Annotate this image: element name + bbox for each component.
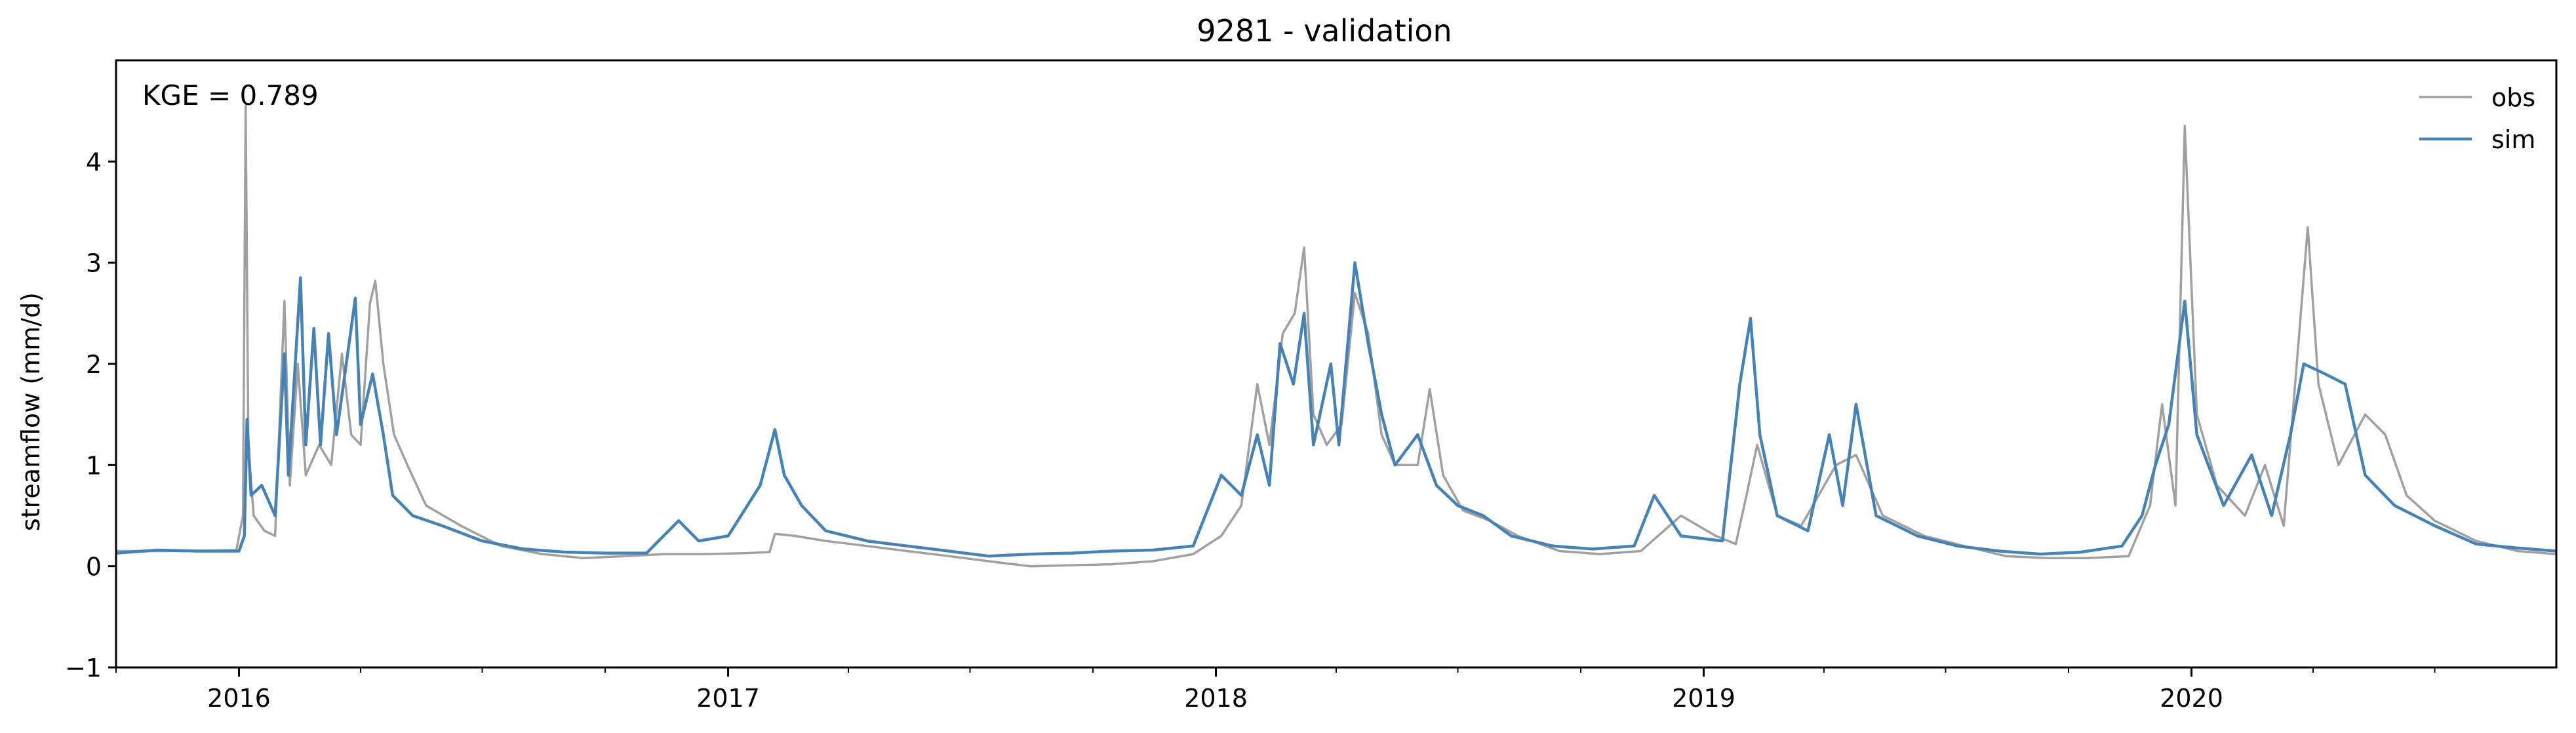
plot-area: −1 0 1 2 3 4 2016 2017 2018 2019 2020 [65,59,2558,713]
y-axis-ticks: −1 0 1 2 3 4 [65,148,116,683]
y-tick-label: 4 [86,148,102,176]
y-tick-label: 1 [86,451,102,480]
legend-label-sim: sim [2491,125,2535,154]
y-tick-label: 3 [86,249,102,278]
x-axis-ticks: 2016 2017 2018 2019 2020 [115,667,2436,713]
chart-title: 9281 - validation [1197,13,1452,49]
series-line-obs [116,104,2557,568]
series-layer [115,104,2557,568]
x-tick-label: 2017 [696,684,760,713]
x-tick-label: 2018 [1184,684,1248,713]
y-tick-label: −1 [65,654,102,683]
kge-annotation: KGE = 0.789 [142,79,319,111]
y-axis-label: streamflow (mm/d) [16,292,45,531]
y-tick-label: 0 [86,553,102,582]
legend: obs sim [2419,83,2535,154]
x-tick-label: 2019 [1672,684,1735,713]
x-tick-label: 2020 [2160,684,2223,713]
x-tick-label: 2016 [207,684,271,713]
legend-label-obs: obs [2491,83,2535,112]
y-tick-label: 2 [86,350,102,379]
series-line-sim [115,261,2557,558]
plot-frame [115,59,2558,669]
